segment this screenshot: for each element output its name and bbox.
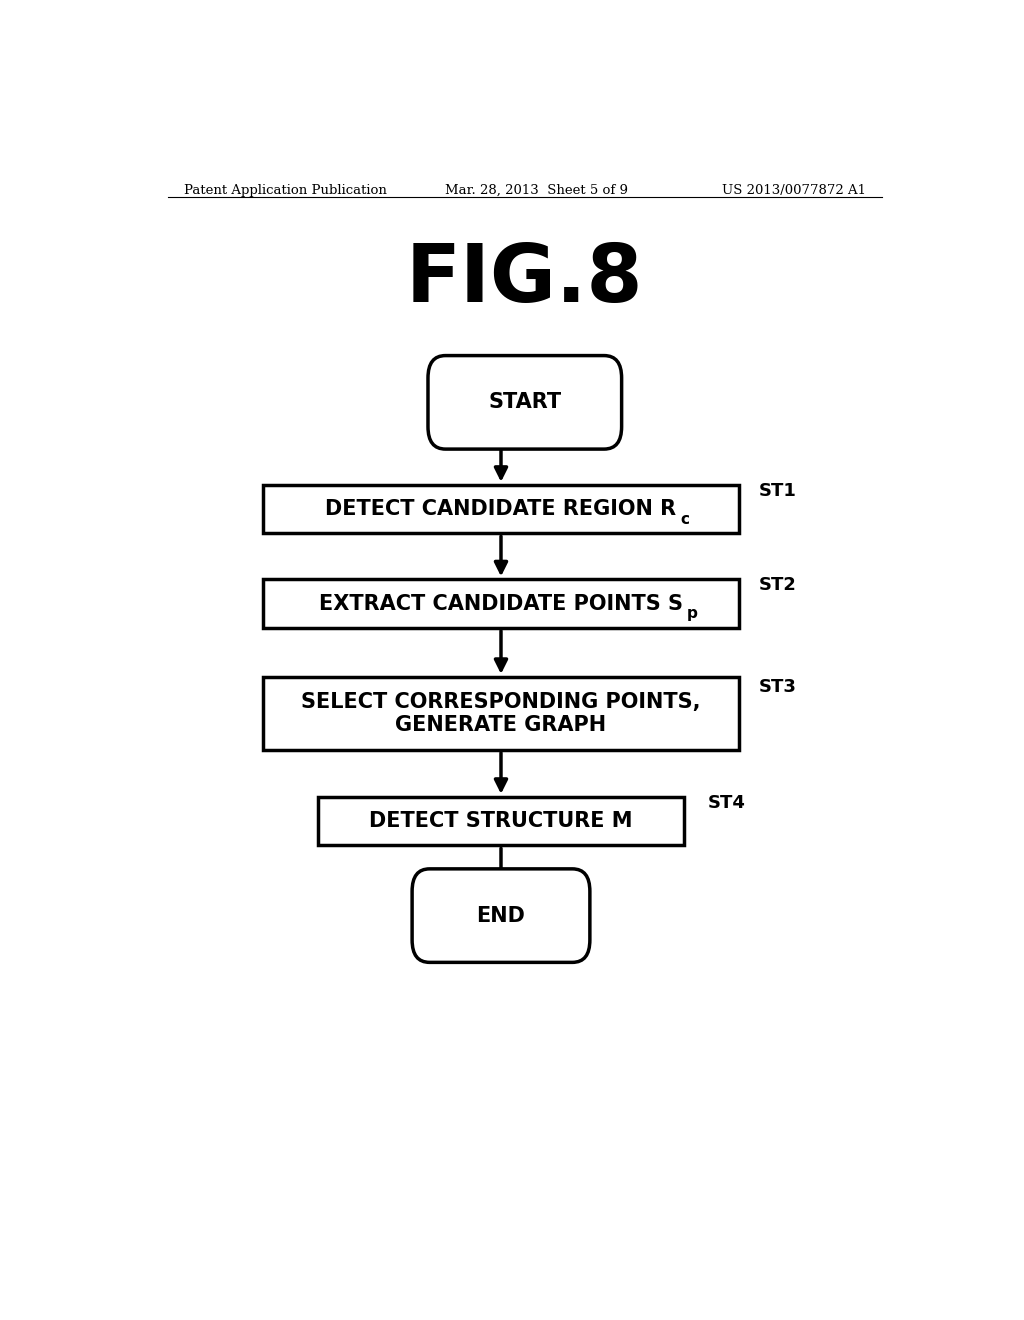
Text: SELECT CORRESPONDING POINTS,
GENERATE GRAPH: SELECT CORRESPONDING POINTS, GENERATE GR…: [301, 692, 700, 735]
Text: ST4: ST4: [708, 793, 745, 812]
Text: ST2: ST2: [759, 577, 797, 594]
Text: START: START: [488, 392, 561, 412]
Bar: [263, 579, 739, 628]
Text: FIG.8: FIG.8: [407, 242, 643, 319]
Bar: [318, 797, 684, 846]
Text: c: c: [681, 512, 689, 527]
Text: EXTRACT CANDIDATE POINTS S: EXTRACT CANDIDATE POINTS S: [319, 594, 683, 614]
Text: ST3: ST3: [759, 678, 797, 696]
Text: END: END: [476, 906, 525, 925]
Text: DETECT STRUCTURE M: DETECT STRUCTURE M: [370, 810, 633, 832]
Text: Mar. 28, 2013  Sheet 5 of 9: Mar. 28, 2013 Sheet 5 of 9: [445, 183, 629, 197]
FancyBboxPatch shape: [412, 869, 590, 962]
Text: US 2013/0077872 A1: US 2013/0077872 A1: [722, 183, 866, 197]
Text: ST1: ST1: [759, 482, 797, 500]
Bar: [263, 677, 739, 750]
Text: DETECT CANDIDATE REGION R: DETECT CANDIDATE REGION R: [326, 499, 677, 519]
Text: Patent Application Publication: Patent Application Publication: [183, 183, 386, 197]
Text: p: p: [687, 606, 697, 622]
FancyBboxPatch shape: [428, 355, 622, 449]
Bar: [263, 484, 739, 533]
